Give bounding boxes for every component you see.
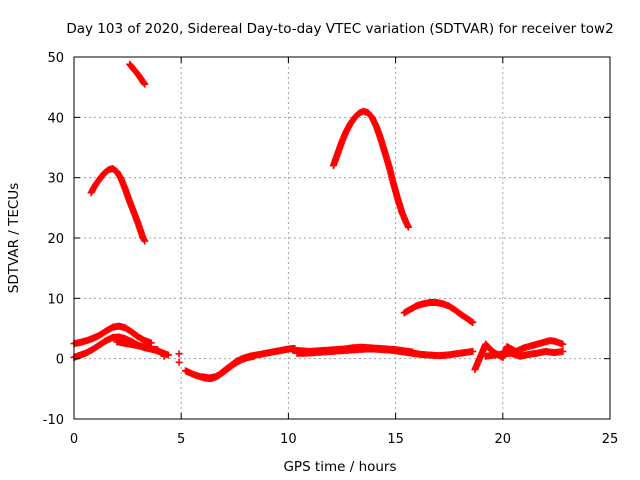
data-point bbox=[250, 352, 258, 360]
series-pass-peak-9 bbox=[400, 299, 477, 326]
y-tick-label: 0 bbox=[56, 353, 64, 368]
series-pass-peak-41 bbox=[329, 107, 412, 231]
y-tick-label: 20 bbox=[47, 232, 64, 247]
tick-layer: 0 5 10 15 20 25 -10 0 10 20 30 40 50 bbox=[43, 51, 619, 447]
data-point bbox=[175, 350, 183, 358]
series-pass-isolated bbox=[160, 350, 183, 366]
series-pass-early-low bbox=[113, 338, 172, 359]
series-pass-peak-31 bbox=[87, 165, 149, 245]
data-point bbox=[175, 358, 183, 366]
series-pass-late-scatter-b bbox=[482, 347, 567, 360]
series-pass-dip-b bbox=[199, 352, 258, 382]
chart-title: Day 103 of 2020, Sidereal Day-to-day VTE… bbox=[66, 21, 613, 37]
data-point bbox=[559, 340, 567, 348]
data-point bbox=[404, 223, 412, 231]
series-pass-top-left bbox=[126, 60, 149, 88]
data-layer bbox=[70, 60, 567, 383]
x-tick-label: 15 bbox=[387, 432, 404, 447]
x-tick-label: 10 bbox=[280, 432, 297, 447]
data-point bbox=[559, 347, 567, 355]
series-pass-afternoon bbox=[409, 347, 477, 360]
x-tick-label: 25 bbox=[602, 432, 619, 447]
data-point bbox=[469, 347, 477, 355]
y-tick-label: 30 bbox=[47, 172, 64, 187]
y-tick-label: 50 bbox=[47, 51, 64, 66]
x-tick-label: 5 bbox=[177, 432, 185, 447]
data-point bbox=[141, 237, 149, 245]
data-point bbox=[147, 339, 155, 347]
y-axis-label: SDTVAR / TECUs bbox=[6, 183, 22, 293]
series-pass-midday-b bbox=[293, 345, 421, 358]
x-tick-label: 0 bbox=[70, 432, 78, 447]
data-point bbox=[141, 80, 149, 88]
x-tick-label: 20 bbox=[495, 432, 512, 447]
x-axis-label: GPS time / hours bbox=[283, 459, 396, 475]
y-tick-label: 10 bbox=[47, 292, 64, 307]
data-point bbox=[469, 318, 477, 326]
y-tick-label: 40 bbox=[47, 111, 64, 126]
data-point bbox=[160, 352, 168, 360]
y-tick-label: -10 bbox=[43, 413, 64, 428]
data-point bbox=[164, 351, 172, 359]
